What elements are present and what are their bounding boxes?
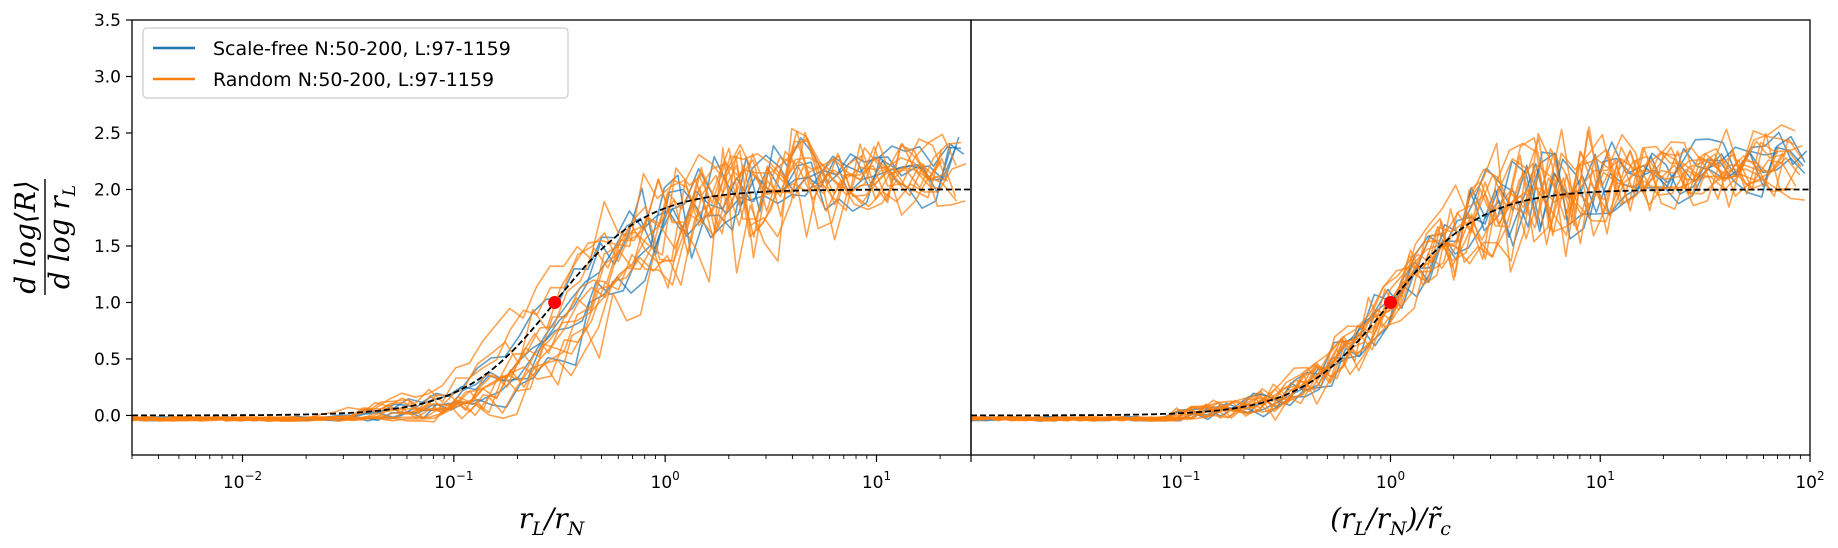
series-line-random-9 bbox=[971, 152, 1783, 422]
legend: Scale-free N:50-200, L:97-1159 Random N:5… bbox=[143, 28, 568, 98]
legend-label-1: Random N:50-200, L:97-1159 bbox=[213, 69, 494, 91]
series-line-random-14 bbox=[132, 146, 956, 421]
critical-point-marker-left bbox=[548, 296, 561, 309]
critical-point-marker-right bbox=[1384, 296, 1397, 309]
series-line-random-12 bbox=[971, 125, 1795, 421]
y-label-denominator: d log rL bbox=[43, 185, 80, 289]
x-tick-label: 10−2 bbox=[223, 469, 262, 493]
y-tick-label: 0.5 bbox=[94, 350, 121, 370]
y-label-numerator: d log⟨R⟩ bbox=[9, 180, 42, 294]
y-tick-label: 3.0 bbox=[94, 67, 121, 87]
y-tick-label: 2.5 bbox=[94, 124, 121, 144]
x-tick-label: 102 bbox=[1795, 469, 1824, 493]
x-tick-label: 100 bbox=[651, 469, 680, 493]
x-tick-label: 101 bbox=[862, 469, 891, 493]
x-tick-label: 101 bbox=[1586, 469, 1615, 493]
series-line-random-13 bbox=[132, 138, 943, 421]
panel-left-series bbox=[132, 129, 966, 422]
panel-right-series bbox=[971, 125, 1807, 421]
y-tick-label: 3.5 bbox=[94, 11, 121, 31]
y-tick-label: 2.0 bbox=[94, 180, 121, 200]
axes-frame-right bbox=[971, 20, 1810, 455]
series-line-random-8 bbox=[971, 141, 1784, 421]
y-tick-label: 1.0 bbox=[94, 293, 121, 313]
x-tick-label: 10−1 bbox=[434, 469, 473, 493]
series-line-random-14 bbox=[971, 142, 1779, 421]
y-axis-label: d log⟨R⟩ d log rL bbox=[9, 179, 80, 295]
x-tick-label: 10−1 bbox=[1161, 469, 1200, 493]
series-line-random-8 bbox=[132, 154, 948, 421]
legend-label-0: Scale-free N:50-200, L:97-1159 bbox=[213, 38, 511, 60]
x-axis-label-left: rL/rN bbox=[519, 502, 586, 540]
series-line-random-5 bbox=[971, 160, 1796, 421]
series-line-scale-free-1 bbox=[132, 146, 956, 420]
x-tick-label: 100 bbox=[1376, 469, 1405, 493]
series-layer bbox=[132, 125, 1807, 422]
y-tick-label: 1.5 bbox=[94, 237, 121, 257]
x-axis-label-right: (rL/rN)/r̃c bbox=[1330, 502, 1451, 540]
y-tick-label: 0.0 bbox=[94, 406, 121, 426]
